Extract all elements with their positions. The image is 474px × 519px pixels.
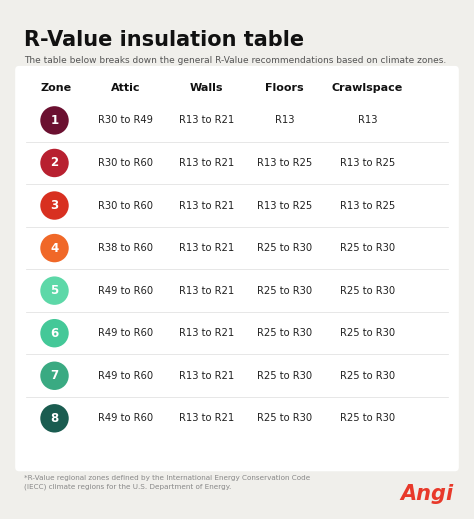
Ellipse shape [40,234,69,262]
Text: 8: 8 [50,412,59,425]
Text: R25 to R30: R25 to R30 [257,413,312,424]
Text: Angi: Angi [400,484,453,504]
Text: R25 to R30: R25 to R30 [257,328,312,338]
Text: R13 to R21: R13 to R21 [179,243,234,253]
Text: R25 to R30: R25 to R30 [340,413,395,424]
Text: Zone: Zone [40,83,72,93]
Text: 6: 6 [50,326,59,340]
Text: R13: R13 [274,115,294,126]
Text: R25 to R30: R25 to R30 [340,371,395,381]
Text: R25 to R30: R25 to R30 [340,243,395,253]
Text: *R-Value regional zones defined by the International Energy Conservation Code
(I: *R-Value regional zones defined by the I… [24,475,310,490]
Ellipse shape [40,106,69,134]
Text: Crawlspace: Crawlspace [332,83,403,93]
Text: 1: 1 [50,114,59,127]
Text: R13 to R21: R13 to R21 [179,115,234,126]
Text: R13 to R25: R13 to R25 [340,158,395,168]
Text: R49 to R60: R49 to R60 [98,285,153,296]
Text: R-Value insulation table: R-Value insulation table [24,30,304,50]
Ellipse shape [40,192,69,220]
Text: 3: 3 [50,199,59,212]
Text: R25 to R30: R25 to R30 [257,243,312,253]
Text: 5: 5 [50,284,59,297]
Text: R25 to R30: R25 to R30 [340,328,395,338]
Text: R30 to R49: R30 to R49 [98,115,153,126]
Text: The table below breaks down the general R-Value recommendations based on climate: The table below breaks down the general … [24,56,446,64]
Ellipse shape [40,319,69,347]
Ellipse shape [40,149,69,177]
Text: R25 to R30: R25 to R30 [257,371,312,381]
Text: R13 to R25: R13 to R25 [257,200,312,211]
Text: R13: R13 [357,115,377,126]
Text: 2: 2 [50,156,59,170]
Text: R13 to R21: R13 to R21 [179,371,234,381]
Text: 7: 7 [50,369,59,383]
Text: R49 to R60: R49 to R60 [98,413,153,424]
Text: Walls: Walls [190,83,223,93]
Text: Floors: Floors [265,83,304,93]
Text: R25 to R30: R25 to R30 [340,285,395,296]
Text: R13 to R25: R13 to R25 [257,158,312,168]
Text: R13 to R21: R13 to R21 [179,158,234,168]
FancyBboxPatch shape [15,66,459,471]
Text: R13 to R21: R13 to R21 [179,285,234,296]
Text: R13 to R25: R13 to R25 [340,200,395,211]
Ellipse shape [40,362,69,390]
Ellipse shape [40,277,69,305]
Text: R13 to R21: R13 to R21 [179,413,234,424]
Text: R13 to R21: R13 to R21 [179,200,234,211]
Text: R49 to R60: R49 to R60 [98,328,153,338]
Text: R30 to R60: R30 to R60 [98,200,153,211]
Text: R30 to R60: R30 to R60 [98,158,153,168]
Text: Attic: Attic [111,83,140,93]
Text: R38 to R60: R38 to R60 [98,243,153,253]
Text: 4: 4 [50,241,59,255]
Text: R25 to R30: R25 to R30 [257,285,312,296]
Ellipse shape [40,404,69,432]
Text: R49 to R60: R49 to R60 [98,371,153,381]
Text: R13 to R21: R13 to R21 [179,328,234,338]
